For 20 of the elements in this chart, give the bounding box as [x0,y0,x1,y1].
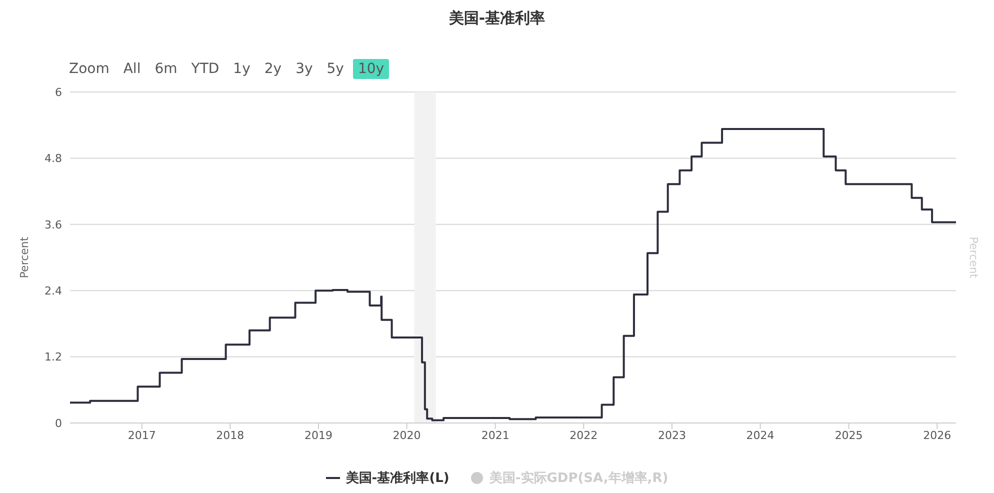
x-tick-label: 2023 [658,428,686,442]
y-tick-label: 0 [55,416,62,430]
x-tick-label: 2019 [304,428,332,442]
chart-title: 美国-基准利率 [448,8,546,29]
x-tick-label: 2017 [128,428,156,442]
y-axis-title: Percent [18,236,31,278]
zoom-toolbar: Zoom All 6m YTD 1y 2y 3y 5y 10y [64,56,986,82]
x-tick-label: 2020 [392,428,421,442]
x-tick-label: 2026 [923,428,952,442]
y-tick-label: 2.4 [44,284,62,298]
x-tick-label: 2021 [481,428,510,442]
legend-label: 美国-基准利率(L) [346,470,450,487]
x-tick-label: 2024 [746,428,774,442]
x-tick-label: 2022 [570,428,598,442]
y-tick-label: 1.2 [44,350,62,364]
x-tick-label: 2018 [216,428,244,442]
y-tick-label: 3.6 [44,218,62,232]
y-tick-label: 4.8 [44,152,62,166]
x-tick-label: 2025 [834,428,863,442]
y-tick-label: 6 [55,86,62,99]
